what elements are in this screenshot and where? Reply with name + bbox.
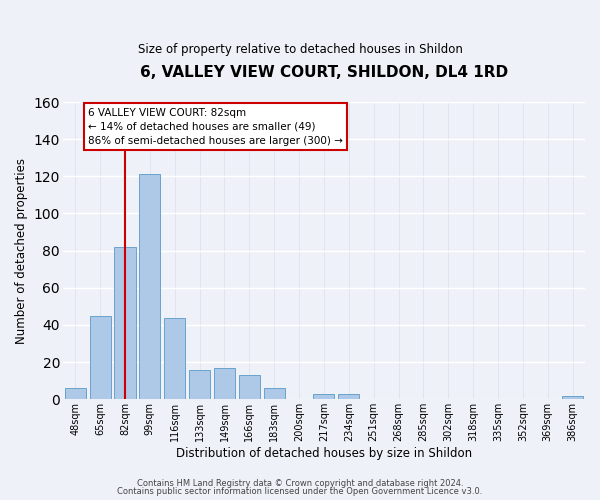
Text: Contains HM Land Registry data © Crown copyright and database right 2024.: Contains HM Land Registry data © Crown c… [137, 478, 463, 488]
Bar [313, 394, 334, 400]
Bar [562, 396, 583, 400]
Bar [239, 375, 260, 400]
Text: Contains public sector information licensed under the Open Government Licence v3: Contains public sector information licen… [118, 487, 482, 496]
Bar [115, 247, 136, 400]
Bar [189, 370, 210, 400]
Text: 6 VALLEY VIEW COURT: 82sqm
← 14% of detached houses are smaller (49)
86% of semi: 6 VALLEY VIEW COURT: 82sqm ← 14% of deta… [88, 108, 343, 146]
Bar [214, 368, 235, 400]
Bar [139, 174, 160, 400]
Bar [263, 388, 285, 400]
X-axis label: Distribution of detached houses by size in Shildon: Distribution of detached houses by size … [176, 447, 472, 460]
Bar [338, 394, 359, 400]
Text: Size of property relative to detached houses in Shildon: Size of property relative to detached ho… [137, 42, 463, 56]
Y-axis label: Number of detached properties: Number of detached properties [15, 158, 28, 344]
Bar [164, 318, 185, 400]
Bar [89, 316, 110, 400]
Bar [65, 388, 86, 400]
Title: 6, VALLEY VIEW COURT, SHILDON, DL4 1RD: 6, VALLEY VIEW COURT, SHILDON, DL4 1RD [140, 65, 508, 80]
